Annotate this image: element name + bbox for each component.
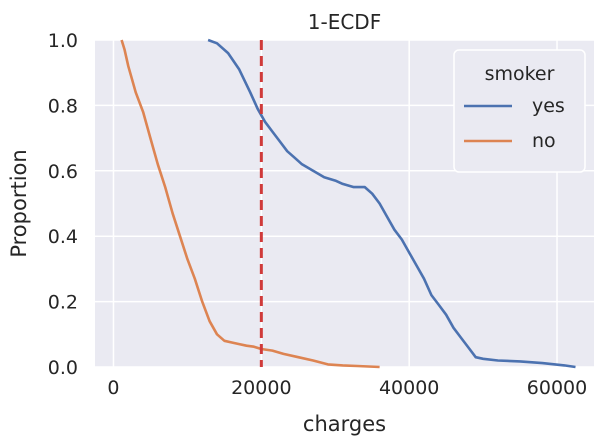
y-axis-title: Proportion	[7, 149, 31, 257]
y-tick-label: 0.8	[48, 95, 78, 117]
series-lines	[120, 38, 576, 369]
legend: smoker yes no	[453, 49, 586, 173]
y-tick-label: 0.0	[48, 357, 78, 379]
x-tick-labels: 0 20000 40000 60000	[107, 377, 587, 399]
x-tick-label: 20000	[231, 377, 291, 399]
series-line-yes	[207, 38, 576, 369]
x-tick-label: 0	[107, 377, 119, 399]
y-tick-label: 0.2	[48, 292, 78, 314]
y-tick-label: 0.6	[48, 161, 78, 183]
x-axis-title: charges	[303, 412, 386, 436]
y-tick-label: 0.4	[48, 226, 78, 248]
legend-items: yes no	[464, 95, 565, 152]
chart-title: 1-ECDF	[308, 10, 381, 34]
legend-label-yes: yes	[532, 95, 565, 117]
legend-title: smoker	[485, 63, 555, 85]
y-tick-label: 1.0	[48, 30, 78, 52]
x-tick-label: 40000	[379, 377, 439, 399]
y-tick-labels: 0.0 0.2 0.4 0.6 0.8 1.0	[48, 30, 78, 379]
x-tick-label: 60000	[527, 377, 587, 399]
series-line-no	[120, 39, 380, 369]
legend-label-no: no	[532, 130, 556, 152]
